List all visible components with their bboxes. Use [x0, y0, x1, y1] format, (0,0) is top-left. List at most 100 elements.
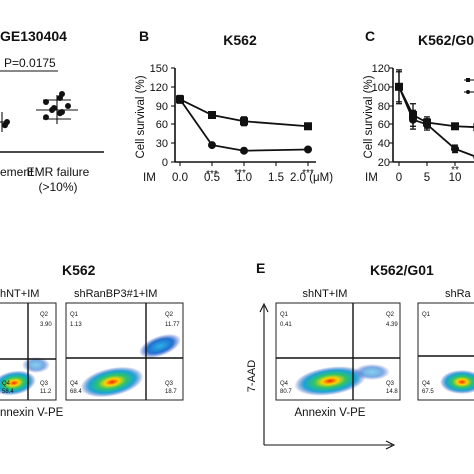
data-point-circle	[304, 145, 312, 154]
panel-e-title: K562/G01	[370, 262, 434, 278]
quadrant-q3: Q3	[165, 381, 174, 387]
ytick-label: 120	[372, 63, 390, 75]
panel-b: B K562 Cell survival (%) 150 120 90 60 3…	[135, 28, 333, 184]
quadrant-q2: Q2	[165, 312, 174, 318]
quadrant-q4: Q4	[70, 381, 79, 387]
quadrant-q3-value: 11.2	[40, 389, 52, 395]
quadrant-q4-value: 68.4	[70, 389, 82, 395]
ytick-label: 60	[378, 119, 390, 131]
xtick-label: 0.0	[172, 172, 188, 184]
ytick-label: 60	[156, 119, 168, 131]
quadrant-q2-value: 11.77	[165, 322, 180, 328]
flow-plot-label: shRanBP3#1+IM	[74, 288, 157, 300]
sig-marker: ***	[234, 168, 246, 179]
flow-plot-label: shNT+IM	[303, 288, 348, 300]
data-point-circle	[451, 144, 459, 153]
quadrant-q2-value: 3.90	[40, 322, 52, 328]
xtick-label: 0.5	[204, 172, 220, 184]
quadrant-q3: Q3	[40, 381, 49, 387]
data-point-circle	[176, 95, 184, 104]
ytick-label: 20	[378, 157, 390, 169]
panel-c-yticks: 120 100 80 60 40 20	[372, 63, 393, 169]
panel-e-xlabel: Annexin V-PE	[295, 407, 366, 419]
data-point-circle	[423, 120, 431, 129]
data-point-square	[208, 111, 216, 119]
quadrant-q4: Q4	[280, 381, 289, 387]
data-point-circle	[240, 146, 248, 155]
ytick-label: 150	[150, 63, 168, 75]
xtick-label: 1.0	[236, 172, 252, 184]
ytick-label: 80	[378, 101, 390, 113]
quadrant-q1: Q1	[422, 312, 431, 318]
panel-b-series	[176, 94, 312, 155]
panel-b-yticks: 150 120 90 60 30 0	[150, 63, 175, 169]
data-point-circle	[395, 82, 403, 91]
panel-a-title: GE130404	[0, 28, 67, 44]
panel-d-title: K562	[62, 262, 96, 278]
sig-marker: **	[451, 165, 459, 176]
quadrant-q2: Q2	[40, 312, 49, 318]
xtick-label: 1.5	[268, 172, 284, 184]
quadrant-q4-value: 80.7	[280, 389, 292, 395]
category-right-line2: (>10%)	[38, 180, 77, 194]
panel-c-ylabel: Cell survival (%)	[363, 75, 375, 158]
panel-e-letter: E	[256, 260, 265, 276]
panel-c-xprefix: IM	[365, 172, 378, 184]
xtick-label: 2.0 (μM)	[290, 172, 333, 184]
ytick-label: 30	[156, 138, 168, 150]
category-left: ement	[0, 165, 34, 179]
quadrant-q4: Q4	[422, 381, 431, 387]
flow-plot-e1: shNT+IM Q1 0.41 Q2 4.39 Q4 80.7 Q3 14.8	[275, 288, 401, 401]
data-point-square	[304, 122, 312, 131]
panel-e-ylabel: 7-AAD	[246, 360, 258, 392]
flow-plot-label: hNT+IM	[0, 288, 39, 300]
xtick-label: 0	[396, 172, 402, 184]
left-group-points	[2, 119, 10, 129]
ytick-label: 120	[150, 82, 168, 94]
sig-marker: ***	[206, 169, 218, 180]
panel-e-axis-arrows	[259, 302, 396, 450]
ytick-label: 40	[378, 138, 390, 150]
quadrant-q1-value: 1.13	[70, 322, 82, 328]
flow-plot-d1: hNT+IM Q2 3.90 Q3 11.2 Q4 58.4	[0, 288, 57, 401]
quadrant-q3-value: 18.7	[165, 389, 177, 395]
data-point-circle	[409, 115, 417, 124]
panel-c-letter: C	[365, 28, 375, 44]
pvalue-label: P=0.0175	[4, 56, 56, 70]
quadrant-q1: Q1	[70, 312, 79, 318]
quadrant-q1: Q1	[280, 312, 289, 318]
panel-b-xticks: IM 0.0 0.5 1.0 1.5 2.0 (μM)	[143, 162, 333, 184]
data-point-square	[451, 122, 459, 131]
panel-c-legend-fragment	[464, 78, 474, 94]
quadrant-q4-value: 58.4	[2, 389, 14, 395]
panel-c-title: K562/G01	[418, 32, 474, 48]
panel-c-series	[395, 69, 474, 160]
flow-plot-d2: shRanBP3#1+IM Q1 1.13 Q2 11.77 Q4 68.4 Q…	[65, 288, 184, 401]
quadrant-q3: Q3	[386, 381, 395, 387]
panel-e: E K562/G01 7-AAD shNT+IM Q1 0.41 Q2 4.39…	[246, 260, 474, 450]
xtick-label: 10	[449, 172, 462, 184]
panel-b-letter: B	[139, 28, 149, 44]
panel-c-xticks: IM 0 5 10	[365, 162, 461, 184]
quadrant-q2-value: 4.39	[386, 322, 398, 328]
panel-a: GE130404 P=0.0175 ement EMR failure (>10…	[0, 28, 104, 194]
data-point-square	[240, 117, 248, 126]
quadrant-q4-value: 67.5	[422, 389, 434, 395]
quadrant-q1-value: 0.41	[280, 322, 292, 328]
data-point-circle	[208, 141, 216, 150]
panel-b-ylabel: Cell survival (%)	[135, 75, 147, 158]
quadrant-q2: Q2	[386, 312, 395, 318]
scatter-point	[4, 119, 10, 125]
panel-d: K562 hNT+IM Q2 3.90 Q3 11.2 Q4 58.4 shRa…	[0, 262, 184, 419]
quadrant-q3-value: 14.8	[386, 389, 398, 395]
panel-d-xlabel: nnexin V-PE	[0, 407, 64, 419]
ytick-label: 0	[162, 157, 168, 169]
panel-b-title: K562	[223, 32, 257, 48]
flow-plot-label: shRa	[445, 288, 472, 300]
xtick-label: 5	[424, 172, 430, 184]
ytick-label: 100	[372, 82, 390, 94]
panel-b-xprefix: IM	[143, 172, 156, 184]
flow-plot-e2: shRa Q1 Q4 67.5	[417, 288, 474, 401]
scatter-point	[59, 91, 65, 97]
